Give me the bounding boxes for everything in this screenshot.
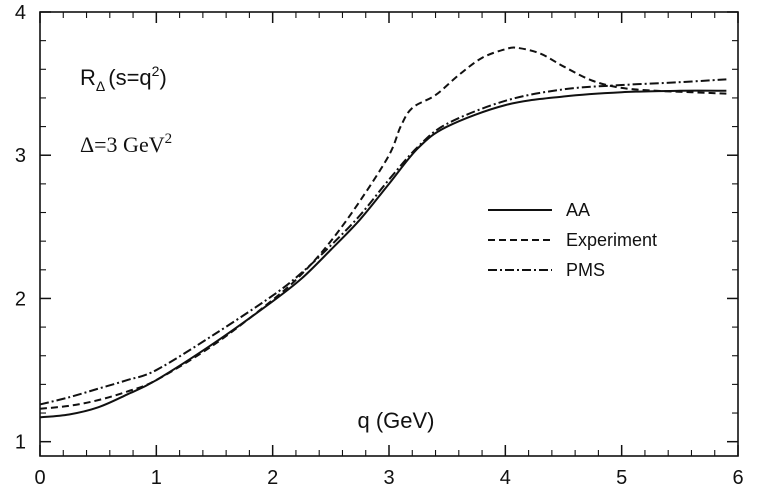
x-tick-label: 3 [383,467,394,489]
x-tick-label: 6 [732,467,743,489]
y-tick-label: 2 [15,288,26,310]
x-tick-label: 4 [500,467,511,489]
x-tick-label: 0 [34,467,45,489]
x-tick-label: 5 [616,467,627,489]
y-tick-label: 4 [15,2,26,24]
ticks [39,11,739,456]
series-line-experiment [39,46,727,410]
legend: AA Experiment PMS [488,200,657,280]
legend-label-aa: AA [566,200,590,220]
annotation-delta-value: Δ=3 GeV2 [80,131,172,157]
x-tick-label: 2 [267,467,278,489]
legend-label-experiment: Experiment [566,230,657,250]
x-axis-label: q (GeV) [357,408,434,433]
x-tick-label: 1 [151,467,162,489]
y-tick-label: 1 [15,432,26,454]
annotation-r-delta: RΔ (s=q2) [80,63,167,94]
series-lines [39,46,727,419]
series-line-aa [39,89,727,419]
legend-label-pms: PMS [566,260,605,280]
y-tick-label: 3 [15,145,26,167]
series-line-pms [39,78,727,406]
